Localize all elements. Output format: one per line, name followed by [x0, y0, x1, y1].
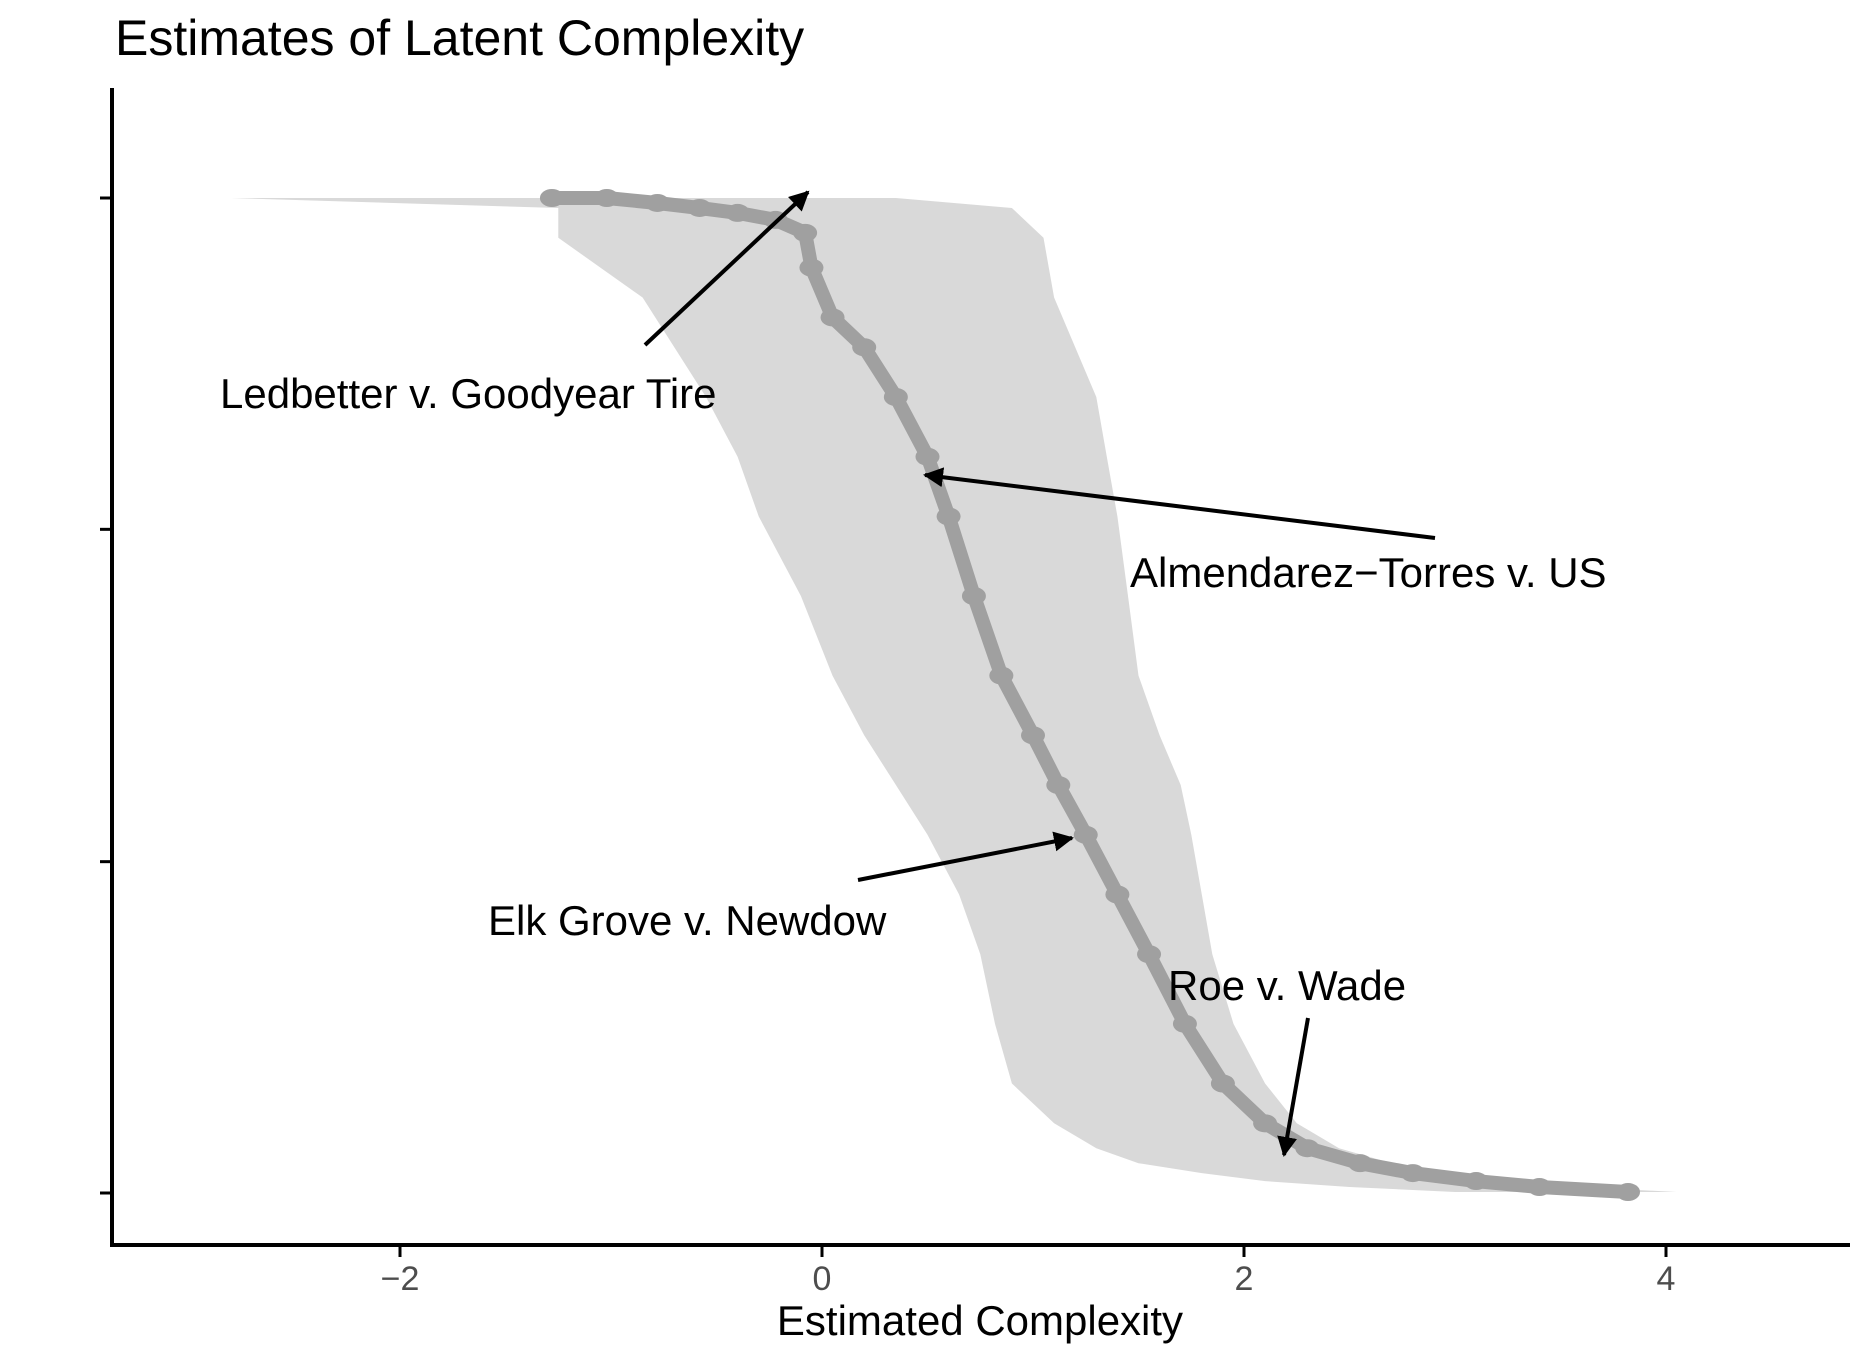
x-tick-label: 2 — [1235, 1260, 1254, 1298]
estimate-point — [1172, 1014, 1197, 1033]
estimate-points — [539, 189, 1641, 1202]
estimate-point — [1464, 1172, 1489, 1191]
annotation-label-ledbetter: Ledbetter v. Goodyear Tire — [220, 370, 717, 417]
uncertainty-band — [231, 198, 1677, 1192]
annotation-arrow-almendarez — [923, 467, 1436, 540]
estimate-point — [539, 189, 564, 207]
estimate-point — [1105, 885, 1130, 904]
chart-title: Estimates of Latent Complexity — [115, 10, 804, 66]
estimate-point — [883, 388, 908, 406]
estimate-point — [1073, 825, 1098, 844]
estimate-point — [1527, 1178, 1552, 1197]
estimate-point — [1046, 776, 1071, 795]
plot-area — [231, 189, 1677, 1202]
estimate-point — [1616, 1183, 1641, 1202]
estimate-point — [1137, 945, 1162, 964]
estimate-point — [687, 198, 712, 217]
estimate-point — [852, 338, 877, 357]
x-axis-label: Estimated Complexity — [777, 1297, 1183, 1344]
x-tick-label: 0 — [813, 1260, 832, 1298]
axes: −2 0 2 4 — [100, 88, 1850, 1298]
y-ticks — [100, 196, 112, 1195]
annotation-arrow-elk-grove — [857, 831, 1074, 882]
estimate-point — [725, 203, 750, 222]
annotation-arrow-roe — [1277, 1017, 1310, 1157]
estimate-point — [1210, 1074, 1235, 1093]
x-tick-label: 4 — [1657, 1260, 1676, 1298]
annotations: Ledbetter v. Goodyear Tire Almendarez−To… — [220, 190, 1607, 1157]
estimate-point — [799, 258, 824, 277]
estimate-point — [1400, 1164, 1425, 1183]
annotation-label-almendarez: Almendarez−Torres v. US — [1130, 549, 1607, 596]
estimate-point — [594, 189, 619, 207]
estimate-point — [1253, 1114, 1278, 1133]
estimate-point — [1295, 1139, 1320, 1158]
annotation-arrow-ledbetter — [643, 190, 810, 347]
estimate-point — [1348, 1154, 1373, 1173]
annotation-label-roe: Roe v. Wade — [1168, 962, 1406, 1009]
x-ticks: −2 0 2 4 — [381, 1245, 1676, 1298]
estimate-point — [820, 308, 845, 327]
estimate-point — [645, 193, 670, 212]
annotation-label-elk-grove: Elk Grove v. Newdow — [488, 897, 887, 944]
estimate-point — [989, 666, 1014, 685]
estimate-point — [936, 507, 961, 526]
estimate-point — [961, 587, 986, 605]
estimate-point — [915, 447, 940, 466]
estimate-point — [1021, 726, 1045, 745]
estimate-point — [793, 223, 818, 242]
x-tick-label: −2 — [381, 1260, 420, 1298]
